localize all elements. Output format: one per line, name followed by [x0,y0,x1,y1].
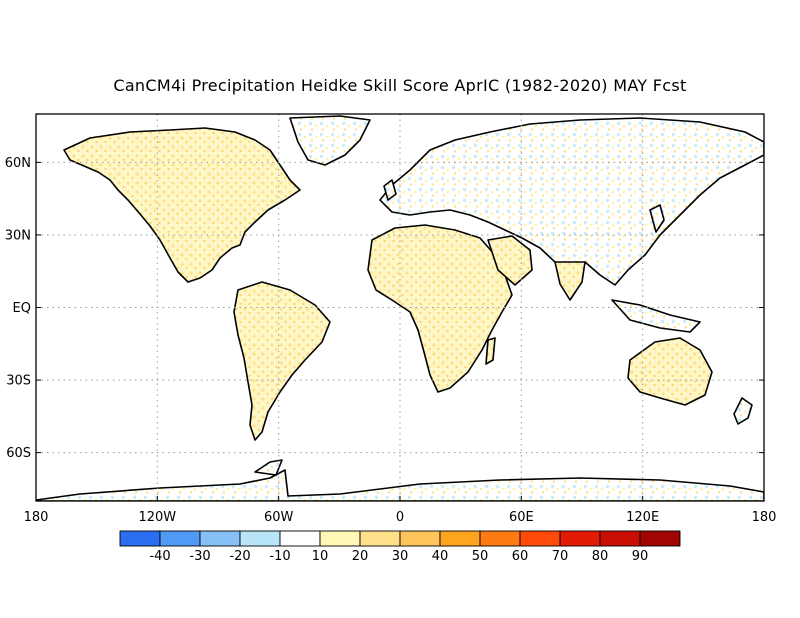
lat-tick-label: 60S [6,446,31,461]
colorbar: -40 -30 -20 -10 10 20 30 40 50 60 70 80 90 [119,530,681,564]
gridlines [36,114,764,501]
colorbar-swatch [479,530,521,547]
colorbar-label: 50 [472,549,489,564]
lat-tick-label: 30N [5,228,31,243]
africa [367,224,513,393]
lon-tick-label: 60E [509,510,534,525]
colorbar-label: 80 [592,549,609,564]
indian-subcontinent [554,261,586,301]
colorbar-label: -40 [149,549,170,564]
new-zealand [733,397,753,425]
british-isles [383,179,397,201]
colorbar-swatch [559,530,601,547]
south-america [233,281,331,441]
colorbar-label: 90 [632,549,649,564]
colorbar-label: 20 [352,549,369,564]
australia [627,337,713,406]
colorbar-swatch [359,530,401,547]
colorbar-swatch [519,530,561,547]
lon-tick-label: 60W [264,510,294,525]
colorbar-label: 30 [392,549,409,564]
colorbar-label: -30 [189,549,210,564]
lon-tick-label: 120W [138,510,176,525]
colorbar-label: -10 [269,549,290,564]
axes: 60N 30N EQ 30S 60S 180 120W 60W 0 60E 120E 180 [5,156,777,525]
colorbar-swatch [239,530,281,547]
antarctic-peninsula [254,459,283,476]
japan [649,204,665,233]
colorbar-swatch [639,530,681,547]
land-layer [36,115,764,501]
arabian-peninsula [487,235,533,286]
lon-tick-label: 180 [24,510,49,525]
colorbar-label: 60 [512,549,529,564]
lat-tick-label: 30S [6,374,31,389]
colorbar-label: -20 [229,549,250,564]
colorbar-swatch [399,530,441,547]
colorbar-swatch [199,530,241,547]
colorbar-swatch [599,530,641,547]
lat-tick-label: 60N [5,156,31,171]
colorbar-label: 40 [432,549,449,564]
colorbar-label: 10 [312,549,329,564]
maritime-southeast-asia [611,299,701,333]
eurasia [379,117,764,286]
lon-tick-label: 0 [396,510,404,525]
colorbar-label: 70 [552,549,569,564]
greenland [289,115,371,166]
colorbar-swatch [319,530,361,547]
colorbar-swatch [439,530,481,547]
lon-tick-label: 180 [752,510,777,525]
antarctica [36,469,764,501]
colorbar-swatch [279,530,321,547]
madagascar [485,337,496,365]
north-america [63,127,301,283]
lat-tick-label: EQ [13,301,31,316]
colorbar-swatch [119,530,161,547]
colorbar-swatch [159,530,201,547]
lon-tick-label: 120E [626,510,659,525]
chart-title: CanCM4i Precipitation Heidke Skill Score… [113,76,687,95]
